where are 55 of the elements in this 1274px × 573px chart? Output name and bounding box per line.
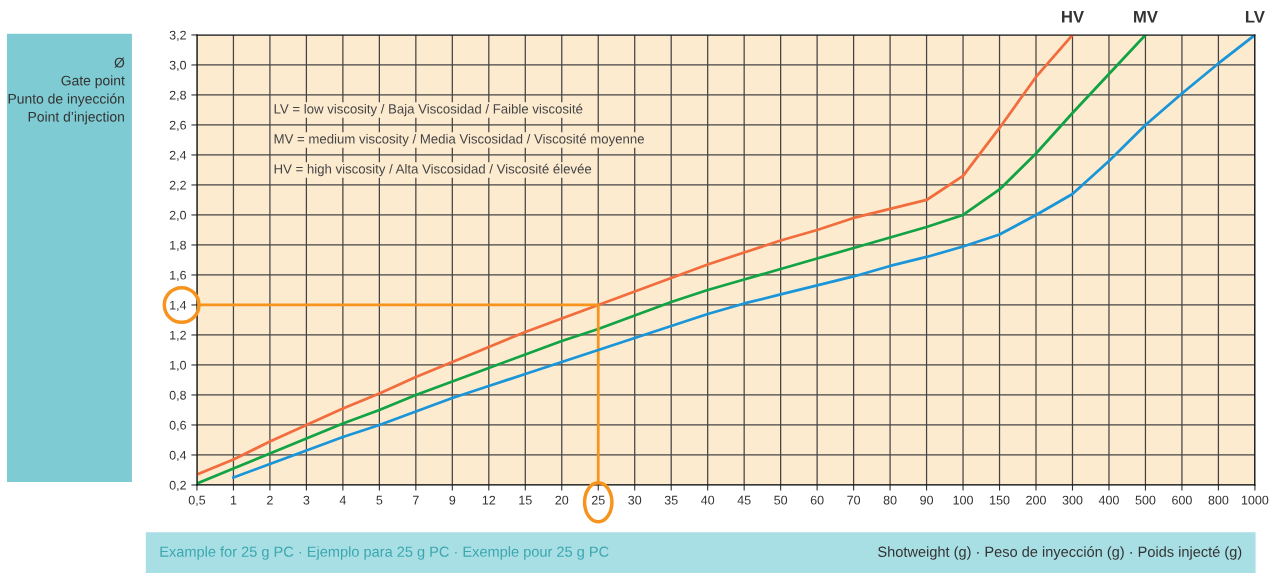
x-tick-label: 30	[628, 495, 642, 505]
x-tick-label: 500	[1135, 495, 1156, 505]
x-tick-label: 45	[737, 495, 751, 505]
y-tick-label: 3,2	[169, 30, 186, 42]
x-tick-label: 70	[847, 495, 861, 505]
annotation: HV = high viscosity / Alta Viscosidad / Viscosité élevée	[274, 163, 592, 177]
x-tick-label: 5	[376, 495, 383, 505]
series-label: LV	[1245, 11, 1265, 23]
x-tick-label: 90	[920, 495, 934, 505]
x-tick-label: 80	[883, 495, 897, 505]
x-tick-label: 100	[953, 495, 973, 505]
y-tick-label: 1,2	[170, 330, 186, 342]
x-axis-title: Shotweight (g) · Peso de inyección (g) · Poids injecté (g)	[878, 546, 1242, 560]
y-tick-label: 2,0	[169, 210, 187, 222]
y-tick-label: 0,2	[169, 480, 186, 492]
x-tick-label: 35	[664, 495, 678, 505]
y-tick-label: 0,6	[169, 420, 186, 432]
x-tick-label: 20	[555, 495, 569, 505]
x-tick-label: 40	[701, 495, 715, 505]
x-tick-label: 1	[230, 495, 237, 505]
x-tick-label: 2	[267, 495, 273, 505]
y-tick-label: 2,2	[169, 180, 186, 192]
x-tick-label: 1000	[1241, 495, 1269, 505]
x-tick-label: 7	[413, 495, 419, 505]
x-tick-label: 15	[519, 495, 532, 505]
x-tick-label: 25	[591, 495, 605, 505]
x-tick-label: 200	[1026, 495, 1046, 505]
x-tick-label: 800	[1208, 495, 1229, 505]
x-tick-label: 600	[1172, 495, 1192, 505]
x-tick-label: 3	[303, 495, 310, 505]
x-tick-label: 12	[482, 495, 496, 505]
series-label: HV	[1062, 11, 1084, 23]
series-label: MV	[1134, 11, 1158, 23]
y-tick-label: 2,4	[169, 150, 187, 162]
x-tick-label: 400	[1098, 495, 1119, 505]
y-tick-label: 0,4	[169, 450, 187, 462]
y-tick-label: 1,6	[170, 270, 186, 282]
y-tick-label: 3,0	[169, 60, 187, 72]
y-tick-label: 1,4	[170, 300, 187, 312]
annotation: MV = medium viscosity / Media Viscosidad / Viscosité moyenne	[274, 133, 644, 147]
y-tick-label: 1,0	[170, 360, 187, 372]
x-tick-label: 150	[990, 495, 1010, 505]
y-axis-title: Ø Gate point Punto de inyección Point d’injection	[8, 57, 125, 125]
x-tick-label: 9	[449, 495, 456, 505]
x-tick-label: 50	[774, 495, 788, 505]
text: Example for 25 g PC · Ejemplo para 25 g PC · Exemple pour 25 g PC	[160, 546, 609, 560]
annotation: LV = low viscosity / Baja Viscosidad / Faible viscosité	[274, 103, 583, 117]
y-tick-label: 0,8	[169, 390, 186, 402]
y-tick-label: 1,8	[170, 240, 186, 252]
x-tick-label: 300	[1062, 495, 1083, 505]
x-tick-label: 4	[339, 495, 346, 505]
y-tick-label: 2,8	[169, 90, 186, 102]
x-tick-label: 0,5	[188, 495, 206, 507]
x-tick-label: 60	[810, 495, 824, 505]
y-tick-label: 2,6	[169, 120, 186, 132]
